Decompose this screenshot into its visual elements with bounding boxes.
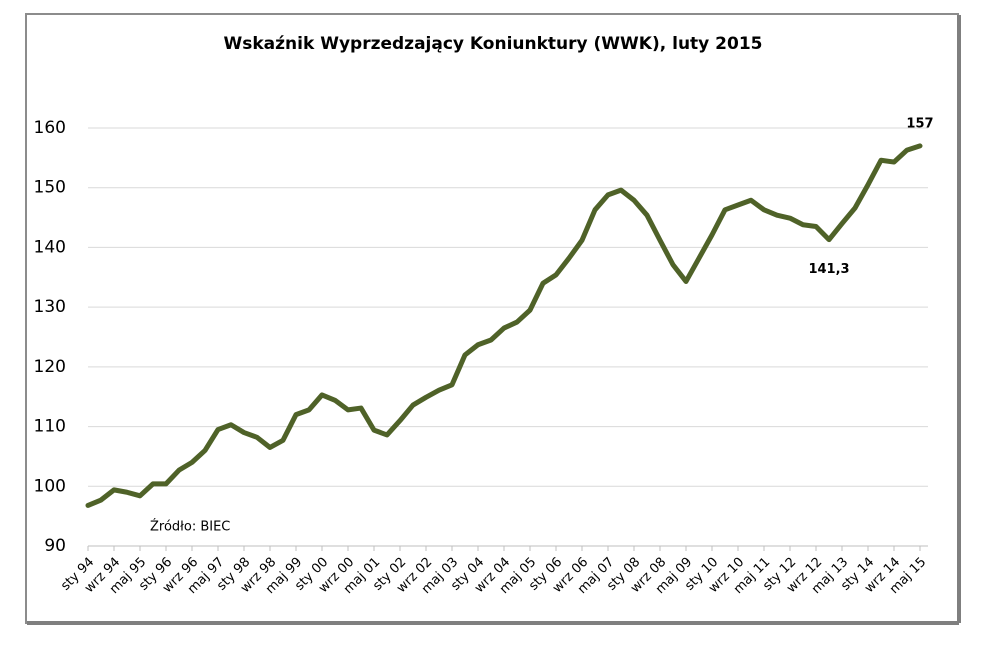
y-tick-label: 130 (34, 297, 66, 317)
y-tick-label: 150 (34, 178, 66, 198)
y-tick-label: 90 (44, 536, 66, 556)
y-tick-label: 140 (34, 237, 66, 257)
data-label: 141,3 (808, 262, 849, 277)
y-tick-label: 120 (34, 357, 66, 377)
chart-title: Wskaźnik Wyprzedzający Koniunktury (WWK)… (224, 34, 763, 54)
data-label: 157 (906, 116, 933, 131)
source-note: Źródło: BIEC (150, 519, 230, 535)
data-line (85, 143, 923, 508)
y-tick-label: 110 (34, 417, 66, 437)
chart-frame (25, 13, 959, 624)
y-tick-label: 160 (34, 118, 66, 138)
y-tick-label: 100 (34, 476, 66, 496)
